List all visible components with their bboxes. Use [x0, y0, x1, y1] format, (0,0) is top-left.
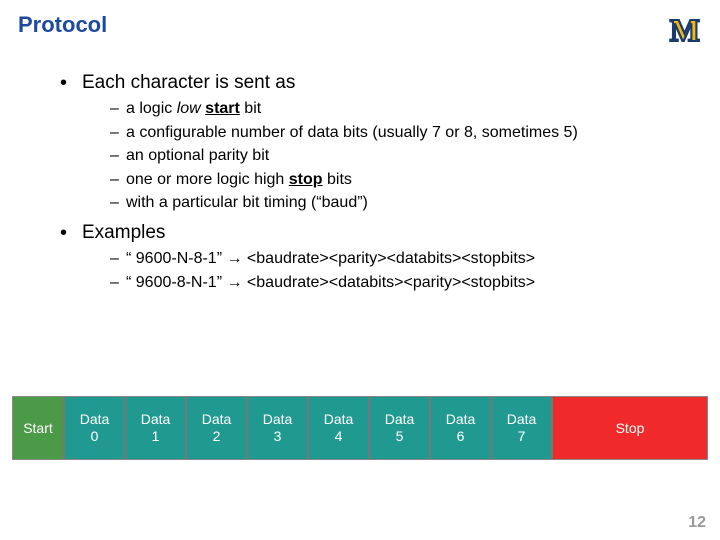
data-bit-1: Data 1	[126, 397, 187, 459]
sub-1-5: with a particular bit timing (“baud”)	[110, 192, 702, 214]
sub-1-4: one or more logic high stop bits	[110, 169, 702, 191]
data-bit-0: Data 0	[65, 397, 126, 459]
data-bit-6: Data 6	[431, 397, 492, 459]
sub-1-1: a logic low start bit	[110, 98, 702, 120]
m-icon: M	[670, 12, 698, 49]
sub-2-2: “ 9600-8-N-1” → <baudrate><databits><par…	[110, 272, 702, 294]
data-bit-4: Data 4	[309, 397, 370, 459]
data-bit-5: Data 5	[370, 397, 431, 459]
bullet-1-label: Each character is sent as	[82, 72, 295, 93]
logo-block-m: M	[670, 12, 698, 49]
bullet-2-sublist: “ 9600-N-8-1” → <baudrate><parity><datab…	[110, 248, 702, 293]
sub-1-3: an optional parity bit	[110, 145, 702, 167]
bullet-2: Examples “ 9600-N-8-1” → <baudrate><pari…	[60, 222, 702, 293]
stop-bit-cell: Stop	[553, 397, 707, 459]
slide-content: Each character is sent as a logic low st…	[60, 72, 702, 293]
slide: M Protocol Each character is sent as a l…	[0, 0, 720, 540]
bullet-1-sublist: a logic low start bit a configurable num…	[110, 98, 702, 214]
data-bit-7: Data 7	[492, 397, 553, 459]
bullet-1: Each character is sent as a logic low st…	[60, 72, 702, 214]
sub-2-1: “ 9600-N-8-1” → <baudrate><parity><datab…	[110, 248, 702, 270]
page-number: 12	[688, 514, 706, 532]
sub-1-2: a configurable number of data bits (usua…	[110, 122, 702, 144]
data-bit-3: Data 3	[248, 397, 309, 459]
uart-frame-diagram: Start Data 0 Data 1 Data 2 Data 3 Data 4…	[12, 396, 708, 460]
start-bit-cell: Start	[13, 397, 65, 459]
slide-title: Protocol	[18, 12, 702, 38]
bullet-list: Each character is sent as a logic low st…	[60, 72, 702, 293]
data-bit-2: Data 2	[187, 397, 248, 459]
bullet-2-label: Examples	[82, 222, 165, 243]
